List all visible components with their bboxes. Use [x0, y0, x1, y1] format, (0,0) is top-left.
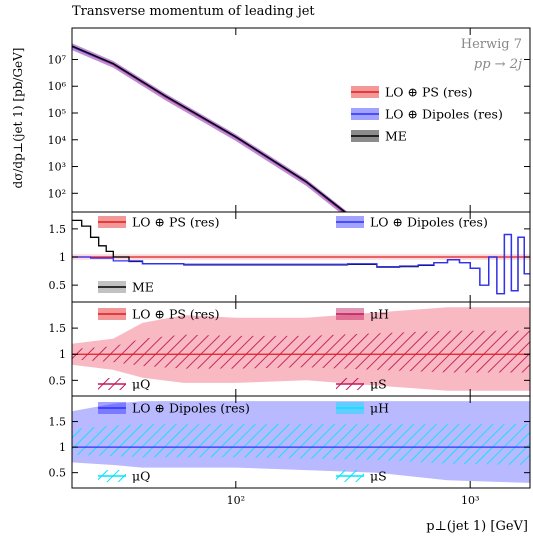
y-tick-label: 10³: [48, 161, 66, 174]
y-tick-label: 0.5: [49, 279, 67, 292]
variation-hatched-band: [72, 424, 530, 465]
y-tick-label: 1.5: [49, 416, 67, 429]
variation-hatched-band: [72, 330, 530, 373]
panel-frame: [71, 395, 531, 489]
y-tick-label: 10⁴: [48, 134, 67, 147]
legend: LO ⊕ PS (res) μH μQ μS: [98, 307, 389, 392]
legend-label: LO ⊕ Dipoles (res): [370, 215, 488, 230]
y-tick-label: 1: [59, 251, 66, 264]
y-tick-label: 1: [59, 441, 66, 454]
panel-dipole_variations: LO ⊕ Dipoles (res) μH μQ μS 0.5 1 1.5: [49, 395, 531, 489]
legend: LO ⊕ PS (res) LO ⊕ Dipoles (res) ME: [98, 215, 488, 295]
series-line-2: [72, 45, 347, 212]
y-tick-label: 10⁶: [48, 80, 67, 93]
legend-label: μH: [370, 307, 389, 322]
chart-panels: LO ⊕ PS (res) LO ⊕ Dipoles (res) ME 10² 10³ 1…: [48, 27, 531, 507]
legend: LO ⊕ PS (res) LO ⊕ Dipoles (res) ME: [351, 85, 503, 144]
uncertainty-band: [72, 43, 348, 212]
y-tick-label: 1.5: [49, 223, 67, 236]
y-tick-label: 10⁵: [48, 107, 66, 120]
x-axis-label: p⊥(jet 1) [GeV]: [426, 519, 528, 534]
y-tick-label: 1: [59, 348, 66, 361]
legend: LO ⊕ Dipoles (res) μH μQ μS: [98, 401, 389, 484]
y-tick-label: 10²: [48, 187, 66, 200]
legend-label: LO ⊕ Dipoles (res): [132, 401, 250, 416]
legend-label: LO ⊕ PS (res): [132, 307, 219, 322]
legend-label: μH: [370, 401, 389, 416]
y-tick-label: 0.5: [49, 467, 67, 480]
y-tick-label: 10⁷: [48, 53, 67, 66]
legend-label: ME: [385, 129, 407, 144]
y-tick-label: 1.5: [49, 322, 67, 335]
y-tick-label: 0.5: [49, 374, 67, 387]
legend-label: μQ: [132, 377, 150, 392]
legend-label: LO ⊕ PS (res): [385, 85, 472, 100]
plot-area: [72, 219, 530, 295]
chart-title: Transverse momentum of leading jet: [72, 4, 315, 19]
series-line-1: [72, 46, 346, 212]
panel-ps_variations: LO ⊕ PS (res) μH μQ μS 0.5 1 1.5: [49, 301, 531, 397]
panel-ratio: LO ⊕ PS (res) LO ⊕ Dipoles (res) ME 0.5 1 1.5: [49, 211, 531, 303]
plot-area: [72, 401, 530, 483]
legend-label: ME: [132, 280, 154, 295]
legend-label: LO ⊕ Dipoles (res): [385, 107, 503, 122]
generator-label: Herwig 7: [461, 37, 522, 52]
plot-area: [72, 307, 530, 391]
legend-label: μS: [370, 377, 387, 392]
x-tick-label: 10²: [227, 494, 245, 507]
ratio-line-2: [72, 233, 530, 295]
legend-label: LO ⊕ PS (res): [132, 215, 219, 230]
y-axis-label: dσ/dp⊥(jet 1) [pb/GeV]: [11, 48, 25, 189]
legend-label: μS: [370, 469, 387, 484]
legend-label: μQ: [132, 469, 150, 484]
x-tick-label: 10³: [461, 494, 479, 507]
series-line-0: [72, 46, 345, 212]
panel-main: LO ⊕ PS (res) LO ⊕ Dipoles (res) ME 10² 10³ 1…: [48, 27, 531, 213]
plot-area: [72, 43, 348, 212]
process-label: pp → 2j: [474, 57, 522, 72]
